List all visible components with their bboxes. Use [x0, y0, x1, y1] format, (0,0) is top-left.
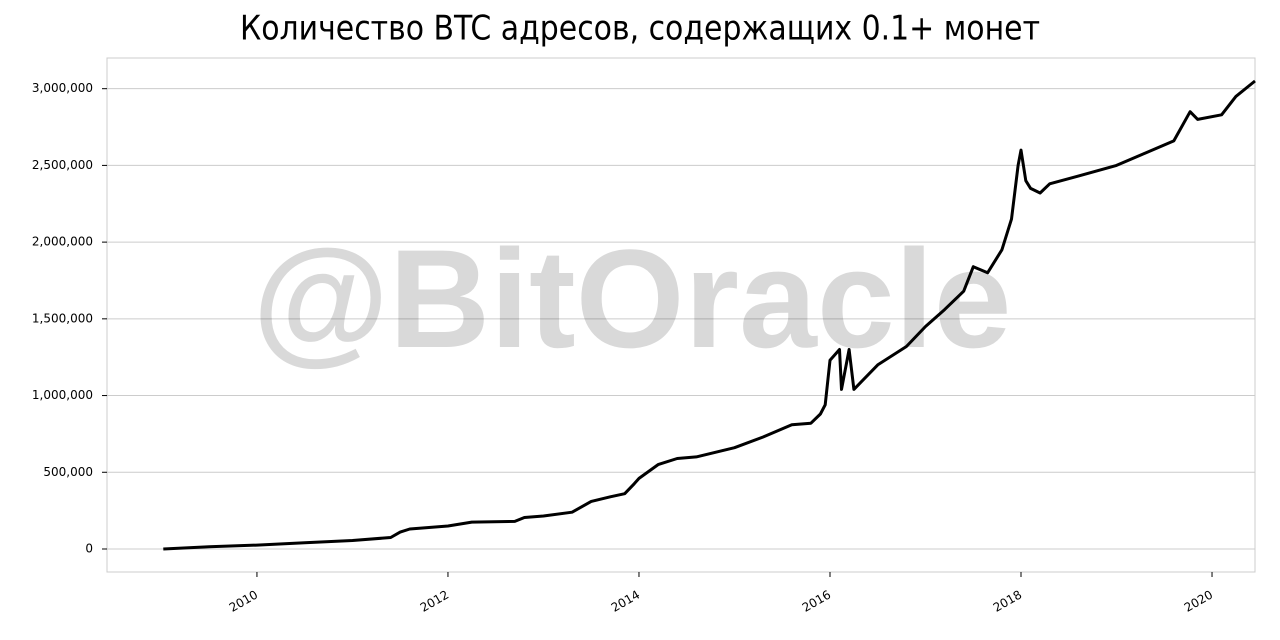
- chart-title: Количество BTC адресов, содержащих 0.1+ …: [240, 9, 1040, 49]
- x-tick-label: 2014: [609, 588, 642, 615]
- data-line: [163, 79, 1256, 551]
- x-tick-label: 2016: [800, 588, 833, 615]
- plot-frame: [106, 57, 1256, 573]
- y-tick-label: 2,500,000: [32, 158, 93, 172]
- x-tick-label: 2020: [1182, 588, 1215, 615]
- watermark: @BitOracle: [253, 220, 1012, 377]
- x-tick-label: 2018: [991, 588, 1024, 615]
- y-tick-label: 500,000: [43, 465, 93, 479]
- y-tick-label: 0: [85, 541, 93, 555]
- y-tick-label: 1,500,000: [32, 311, 93, 325]
- y-tick-label: 3,000,000: [32, 81, 93, 95]
- y-tick-label: 1,000,000: [32, 388, 93, 402]
- y-tick-label: 2,000,000: [32, 235, 93, 249]
- x-tick-label: 2012: [418, 588, 451, 615]
- x-tick-label: 2010: [227, 588, 260, 615]
